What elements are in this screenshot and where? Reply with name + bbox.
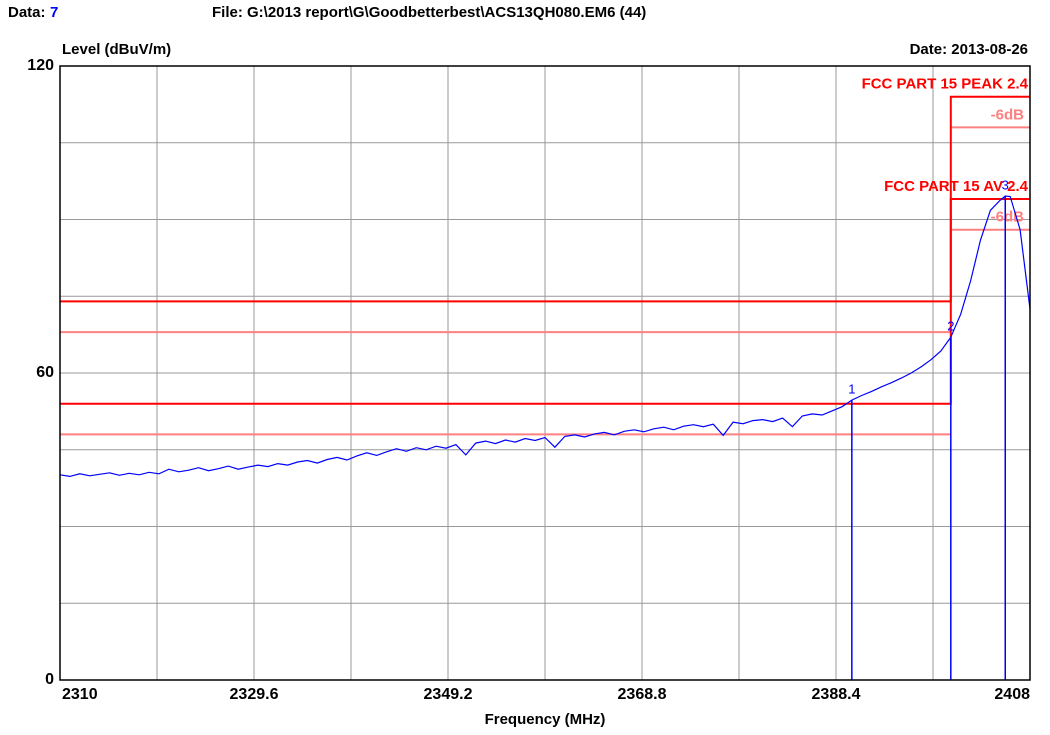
x-tick-label: 2310 [62, 686, 98, 703]
y-tick-label: 120 [27, 57, 54, 74]
date: Date: 2013-08-26 [910, 41, 1028, 58]
limit-line [60, 198, 1030, 405]
marker-label: 1 [848, 382, 855, 397]
margin-label: -6dB [991, 106, 1025, 123]
limit-label: FCC PART 15 PEAK 2.4 [862, 76, 1029, 93]
x-tick-label: 2368.8 [618, 686, 667, 703]
x-tick-label: 2329.6 [230, 686, 279, 703]
data-number: 7 [50, 4, 58, 21]
x-tick-label: 2408 [994, 686, 1030, 703]
limit-label: FCC PART 15 AV 2.4 [884, 178, 1029, 195]
y-tick-label: 60 [36, 364, 54, 381]
y-axis-label: Level (dBuV/m) [62, 41, 171, 58]
data-label: Data: [8, 4, 46, 21]
chart-title: File: G:\2013 report\G\Goodbetterbest\AC… [212, 4, 646, 21]
marker-label: 3 [1002, 177, 1009, 192]
x-axis-label: Frequency (MHz) [485, 711, 606, 728]
x-tick-label: 2388.4 [812, 686, 861, 703]
y-tick-label: 0 [45, 671, 54, 688]
x-tick-label: 2349.2 [424, 686, 473, 703]
margin-label: -6dB [991, 209, 1025, 226]
trace [59, 195, 1031, 478]
marker-label: 2 [947, 319, 954, 334]
plot-border [59, 65, 1031, 681]
